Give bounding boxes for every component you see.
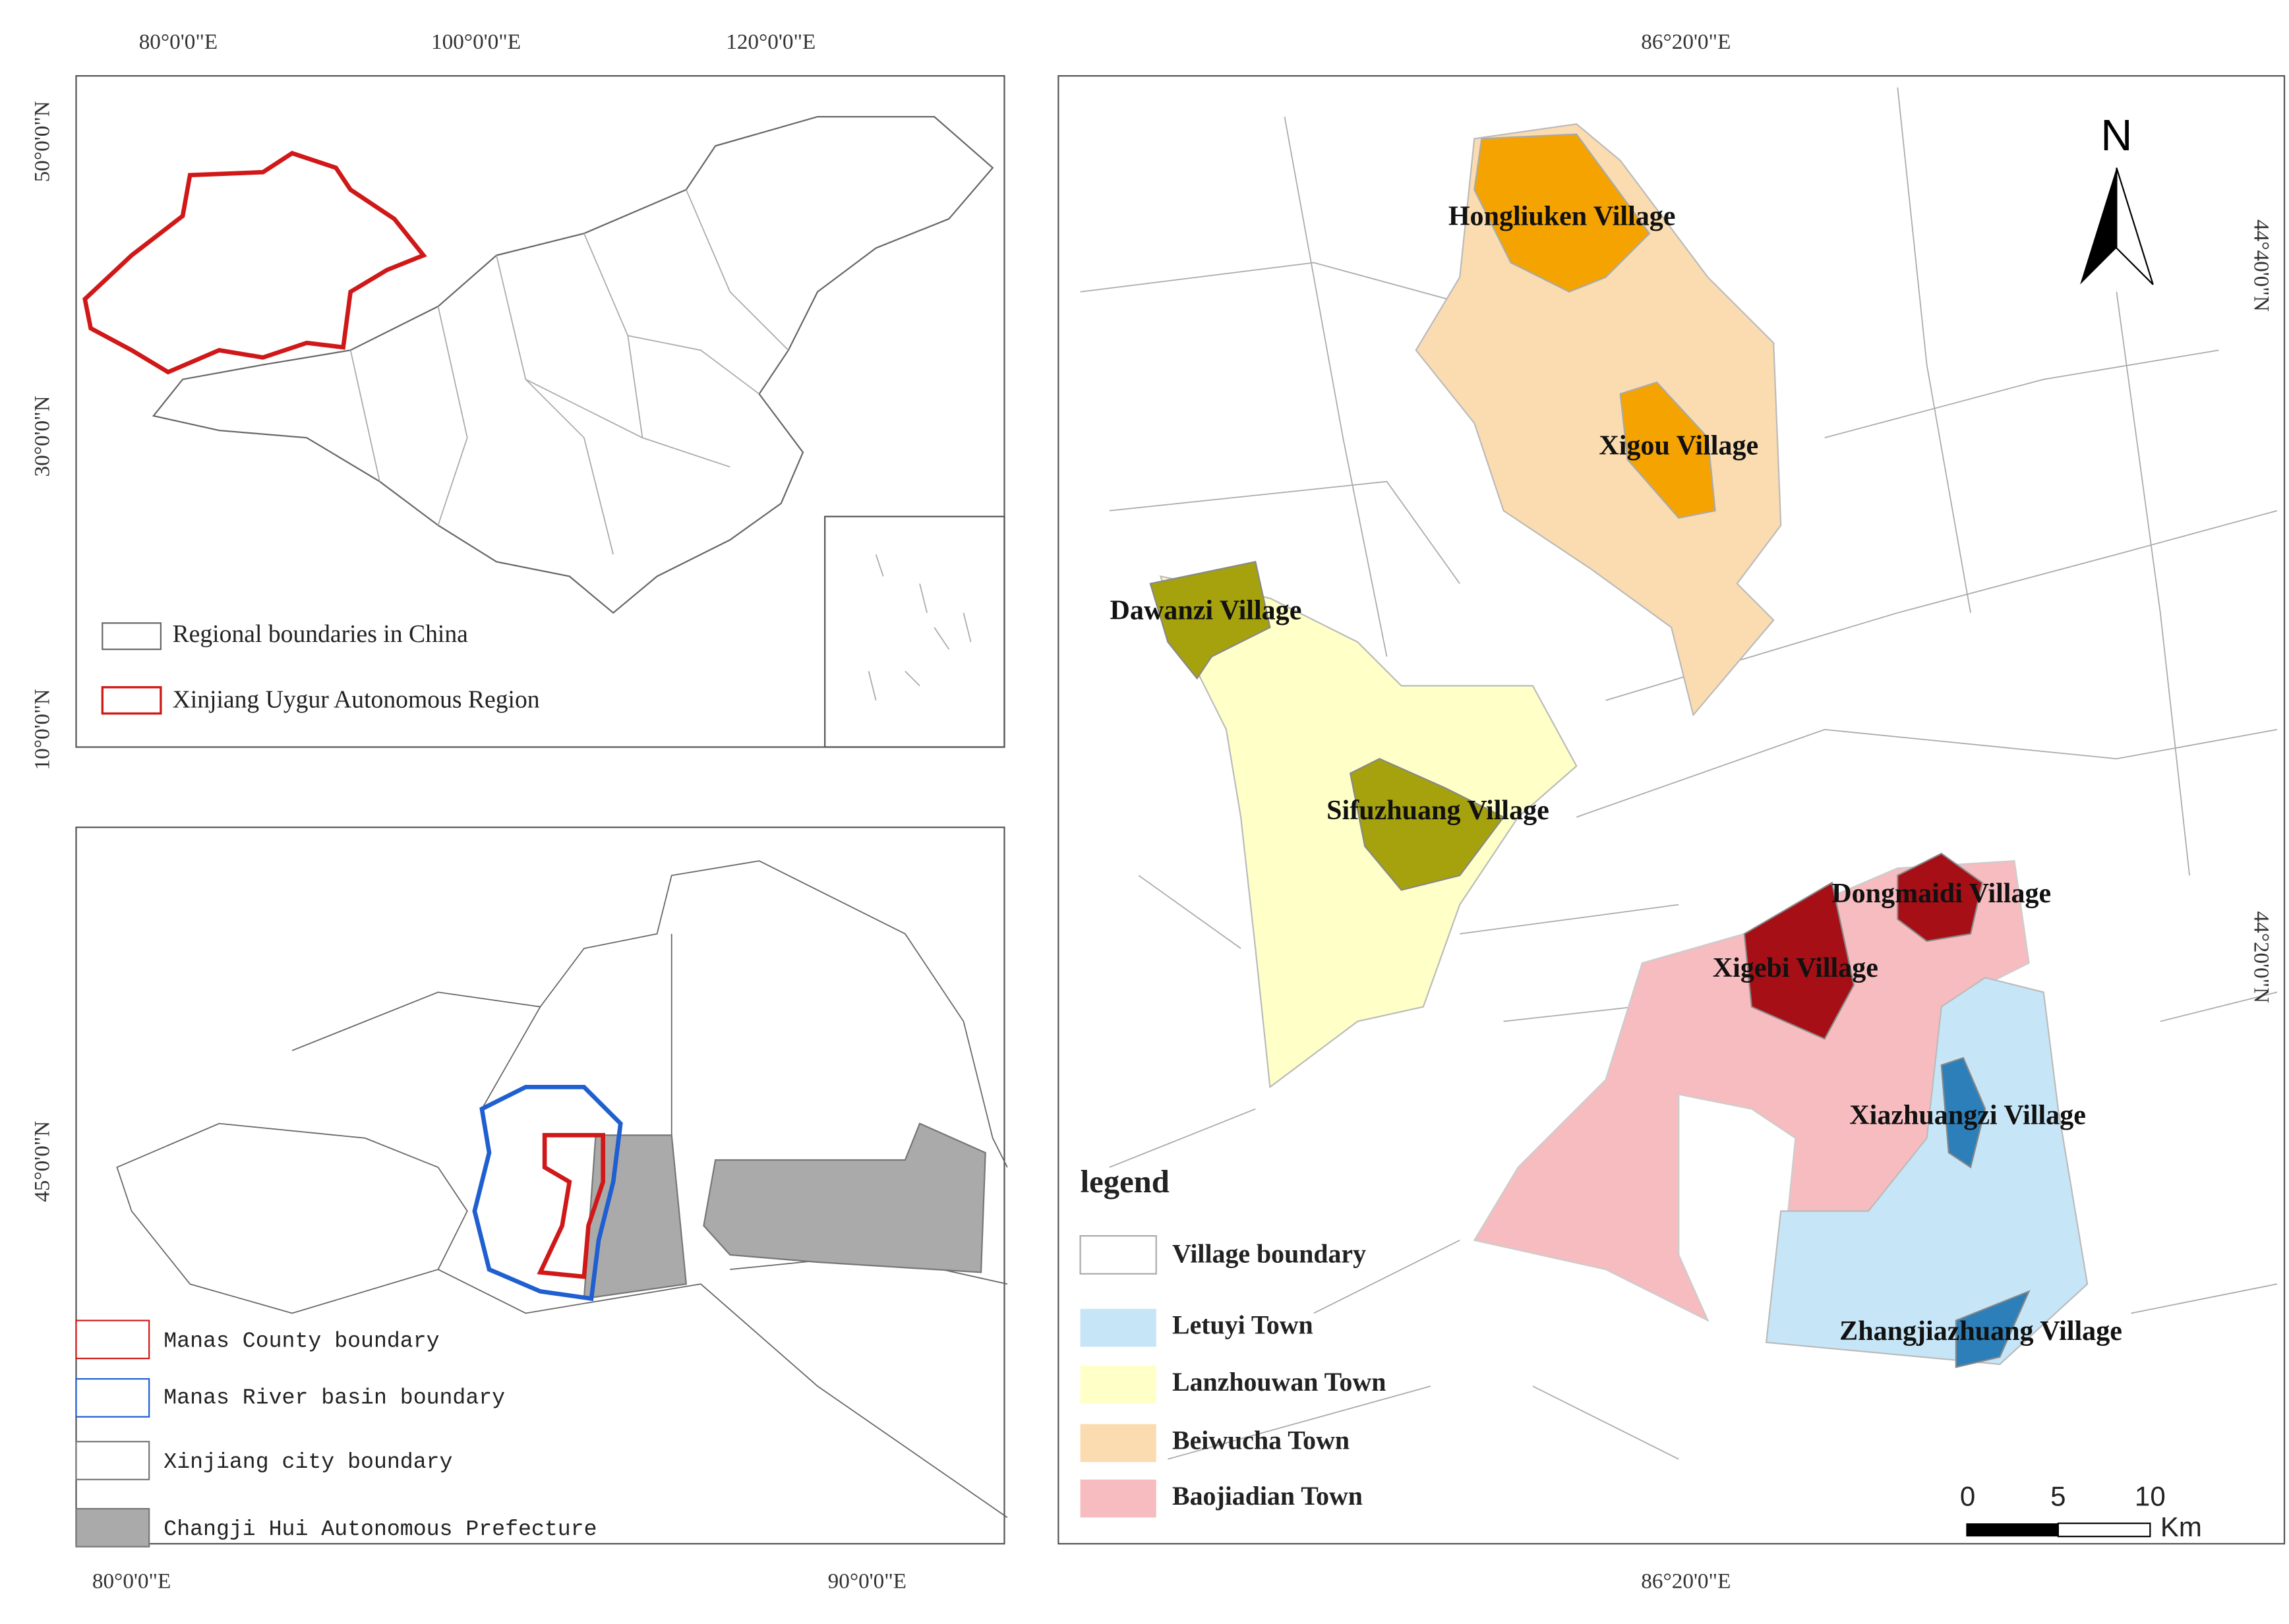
legend-label: Xinjiang Uygur Autonomous Region [173, 685, 540, 713]
baojiadian-town [1473, 859, 2030, 1322]
legend-swatch [1080, 1308, 1156, 1347]
study-panel: 86°20'0"E 86°20'0"E 44°40'0"N 44°20'0"N … [1057, 30, 2286, 1594]
inset-frame [824, 515, 1005, 748]
village-label: Dawanzi Village [1110, 595, 1302, 625]
x-tick-label: 86°20'0"E [1641, 30, 1731, 54]
legend-label: Village boundary [1172, 1238, 1366, 1268]
village-label: Dongmaidi Village [1831, 879, 2051, 909]
islands [868, 554, 972, 701]
village-label: Xigou Village [1599, 430, 1758, 461]
sifuzhuang-village [1349, 757, 1505, 891]
village-label: Xiazhuangzi Village [1849, 1100, 2086, 1130]
legend-label: Beiwucha Town [1172, 1426, 1350, 1455]
scale-unit: Km [2160, 1511, 2202, 1542]
x-tick-label: 100°0'0"E [431, 30, 521, 54]
dawanzi-village [1149, 561, 1271, 680]
x-tick-label: 86°20'0"E [1641, 1569, 1731, 1594]
legend-label: Lanzhouwan Town [1172, 1367, 1386, 1397]
legend-swatch [75, 1507, 150, 1548]
manas-panel: 80°0'0"E 90°0'0"E 45°0'0"N Manas County … [30, 826, 1008, 1594]
legend-swatch [75, 1441, 150, 1480]
legend-title: legend [1081, 1164, 1170, 1200]
scale-bar [1966, 1523, 2058, 1537]
scale-label: 10 [2135, 1481, 2166, 1512]
hongliuken-village [1473, 133, 1651, 293]
x-tick-label: 80°0'0"E [139, 30, 218, 54]
legend-swatch [102, 622, 162, 651]
x-tick-label: 90°0'0"E [828, 1569, 907, 1594]
y-tick-label: 30°0'0"N [30, 395, 54, 477]
y-tick-label: 45°0'0"N [30, 1121, 54, 1202]
legend-label: Manas River basin boundary [164, 1385, 505, 1410]
legend-swatch [1080, 1424, 1156, 1463]
legend-swatch [1079, 1235, 1157, 1275]
north-arrow [2116, 167, 2154, 285]
legend-label: Letuyi Town [1172, 1310, 1313, 1340]
province-lines [349, 189, 789, 555]
letuyi-town [1765, 977, 2089, 1366]
county-outline [537, 1133, 605, 1279]
village-label: Sifuzhuang Village [1326, 796, 1549, 826]
china-panel: 80°0'0"E 100°0'0"E 120°0'0"E 50°0'0"N 30… [30, 30, 1005, 770]
y-tick-label: 44°20'0"N [2249, 911, 2274, 1003]
scale-label: 5 [2050, 1481, 2066, 1512]
dongmaidi-village [1897, 852, 1983, 942]
beiwucha-town [1415, 123, 1782, 717]
xigou-village [1619, 381, 1716, 519]
basin-outline [472, 1084, 623, 1302]
village-boundaries [1080, 87, 2278, 1460]
legend-label: Baojiadian Town [1172, 1481, 1363, 1511]
xiazhuangzi-village [1940, 1057, 1986, 1169]
china-outline [152, 116, 994, 614]
legend-label: Regional boundaries in China [173, 620, 469, 648]
legend-label: Xinjiang city boundary [164, 1449, 452, 1474]
north-label: N [2100, 111, 2132, 160]
legend-swatch [1080, 1366, 1156, 1404]
panel-frame [75, 75, 1005, 748]
legend-swatch [1080, 1479, 1156, 1518]
x-tick-label: 80°0'0"E [92, 1569, 171, 1594]
xigebi-village [1743, 881, 1855, 1040]
scale-label: 0 [1960, 1481, 1975, 1512]
y-tick-label: 10°0'0"N [30, 689, 54, 770]
zhangjiazhuang-village [1955, 1290, 2031, 1368]
x-tick-label: 120°0'0"E [726, 30, 816, 54]
panel-frame [75, 826, 1005, 1545]
village-label: Xigebi Village [1713, 953, 1878, 983]
panel-frame [1057, 75, 2286, 1545]
legend-swatch [101, 686, 162, 715]
village-label: Hongliuken Village [1448, 202, 1676, 232]
y-tick-label: 44°40'0"N [2249, 219, 2274, 312]
scale-bar [2057, 1522, 2151, 1538]
village-label: Zhangjiazhuang Village [1839, 1316, 2122, 1347]
legend-swatch [75, 1378, 150, 1418]
legend-label: Changji Hui Autonomous Prefecture [164, 1517, 597, 1542]
legend-label: Manas County boundary [164, 1328, 439, 1353]
y-tick-label: 50°0'0"N [30, 101, 54, 182]
legend-swatch [75, 1320, 150, 1360]
xinjiang-outline [82, 150, 427, 375]
